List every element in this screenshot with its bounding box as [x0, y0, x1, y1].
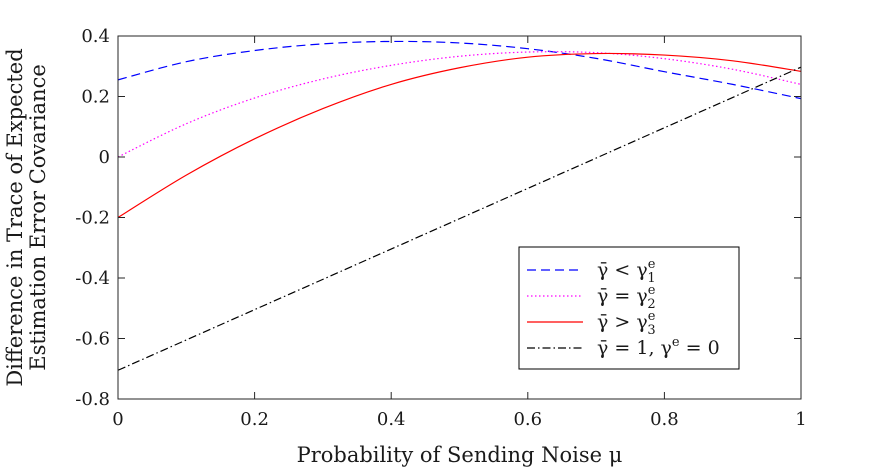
x-axis-label: Probability of Sending Noise μ — [297, 443, 623, 467]
legend-entries: γ̄ < γe 1γ̄ = γe 2γ̄ > γe 3γ̄ = 1, γe = 0 — [527, 257, 720, 359]
x-tick-label: 1 — [795, 409, 806, 430]
series-line-2 — [117, 51, 802, 158]
y-tick-label: -0.6 — [75, 329, 110, 350]
y-tick-label: -0.4 — [75, 268, 110, 289]
x-tick-label: 0.8 — [650, 409, 679, 430]
y-tick-label: 0.2 — [81, 87, 110, 108]
x-tick-label: 0.2 — [240, 409, 269, 430]
legend-label-2: γ̄ = γe 2 — [597, 283, 656, 312]
x-axis-ticks: 0 0.2 0.4 0.6 0.8 1 — [112, 36, 807, 430]
y-tick-label: 0.4 — [81, 26, 110, 47]
legend-label-1: γ̄ < γe 1 — [597, 257, 656, 286]
y-axis-ticks: -0.8 -0.6 -0.4 -0.2 0 0.2 0.4 — [75, 26, 801, 410]
y-tick-label: -0.8 — [75, 389, 110, 410]
legend-box — [518, 246, 740, 370]
series-line-3 — [117, 52, 802, 219]
plot-lines — [117, 40, 802, 371]
y-tick-label: -0.2 — [75, 208, 110, 229]
x-tick-label: 0.4 — [377, 409, 406, 430]
x-tick-label: 0.6 — [513, 409, 542, 430]
legend: γ̄ < γe 1γ̄ = γe 2γ̄ > γe 3γ̄ = 1, γe = 0 — [518, 246, 740, 370]
y-axis-label-line-2: Estimation Error Covariance — [26, 64, 50, 371]
series-line-1 — [117, 40, 802, 100]
legend-label-3: γ̄ > γe 3 — [597, 309, 656, 338]
y-tick-label: 0 — [99, 147, 110, 168]
x-tick-label: 0 — [112, 409, 123, 430]
y-axis-label-line-1: Difference in Trace of Expected — [3, 48, 27, 386]
legend-label-4: γ̄ = 1, γe = 0 — [597, 335, 720, 359]
series-line-4 — [117, 66, 802, 371]
